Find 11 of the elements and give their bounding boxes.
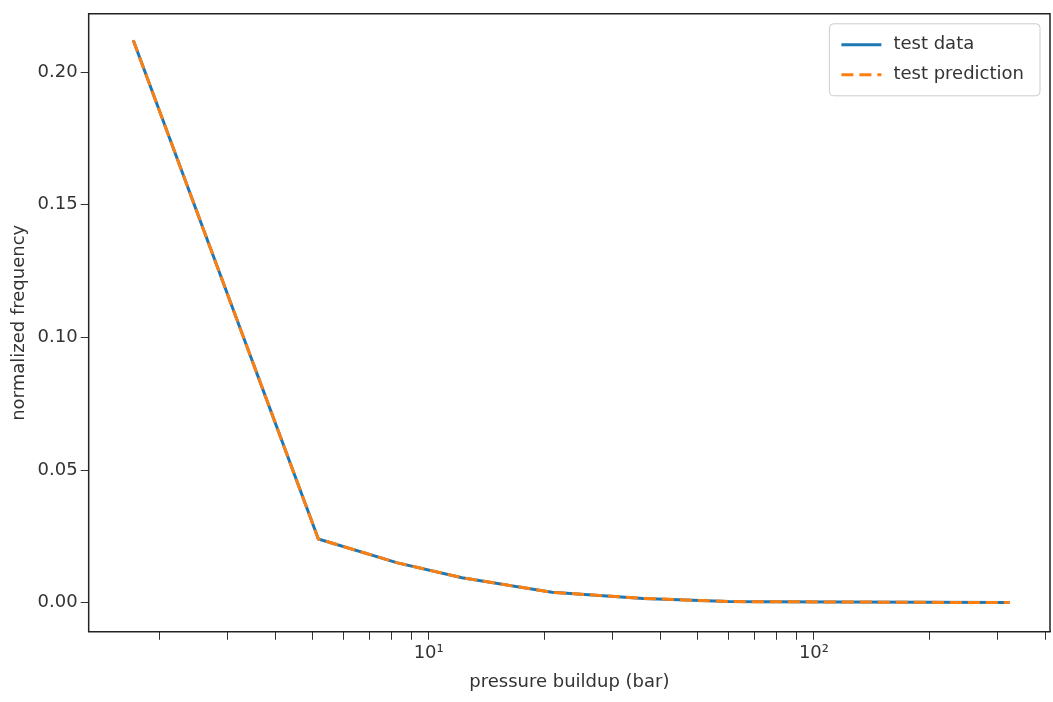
y-axis-title: normalized frequency: [7, 224, 29, 421]
x-tick-label: 10¹: [413, 641, 444, 663]
y-tick-label: 0.15: [37, 192, 78, 214]
x-tick-label: 10²: [798, 641, 830, 663]
x-axis-title: pressure buildup (bar): [469, 669, 670, 691]
y-tick-label: 0.05: [37, 457, 78, 479]
y-tick-label: 0.20: [37, 59, 78, 81]
y-tick-label: 0.00: [37, 590, 78, 612]
y-tick-label: 0.10: [37, 325, 78, 347]
legend-label: test data: [893, 32, 975, 54]
legend-label: test prediction: [893, 62, 1025, 84]
